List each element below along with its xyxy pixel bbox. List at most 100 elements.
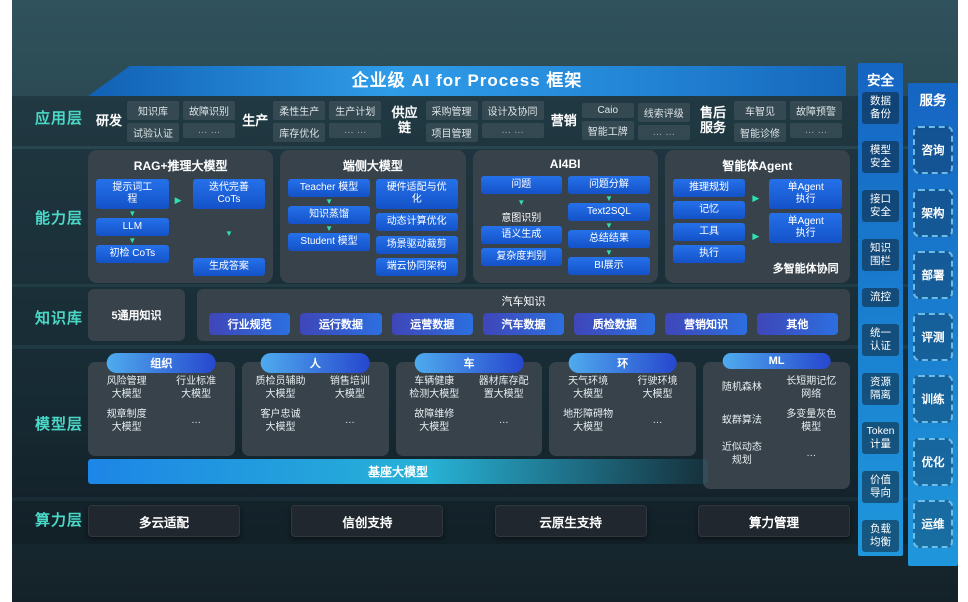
service-column: 服务 咨询 架构 部署 评测 训练 优化 运维	[908, 83, 958, 566]
base-model-bar: 基座大模型	[88, 459, 708, 484]
auto-knowledge-title: 汽车知识	[501, 296, 546, 308]
model-group-vehicle: 车 车辆健康 检测大模型 器材库存配 置大模型 故障维修 大模型 …	[395, 353, 543, 456]
app-cell-ellipsis: … …	[329, 122, 382, 138]
app-col: 设计及协同 … …	[481, 100, 544, 142]
layer-label-model: 模型层	[34, 416, 83, 433]
app-cell: 故障识别	[183, 100, 236, 120]
app-cell-ellipsis: … …	[481, 122, 544, 138]
knowledge-pill: 其他	[756, 313, 838, 335]
flow-column: 硬件适配与优 化 动态计算优化 场景驱动裁剪 端云协同架构	[375, 179, 458, 276]
app-col: 线索评级 … …	[637, 102, 690, 140]
model-item: 器材库存配 置大模型	[478, 376, 529, 400]
flow-box: 初检 CoTs	[96, 245, 169, 263]
knowledge-pill: 行业规范	[209, 313, 291, 335]
panel-title: AI4BI	[549, 157, 581, 171]
flow-box: 记忆	[672, 201, 746, 219]
model-item: 多变量灰色 模型	[786, 409, 837, 433]
flow-connector: ▶	[175, 179, 187, 276]
flow-box: Text2SQL	[568, 203, 650, 221]
app-group-name: 售后服务	[699, 105, 726, 135]
security-item: 负载 均衡	[862, 519, 899, 552]
app-cell-ellipsis: … …	[183, 122, 236, 138]
service-items: 咨询 架构 部署 评测 训练 优化 运维	[912, 112, 954, 562]
flow-box: Teacher 模型	[288, 179, 370, 197]
arrow-down-icon: ▼	[224, 229, 233, 238]
capability-panel-ai4bi: AI4BI 问题 ▼ 意图识别 语义生成 复杂度判别 问题分解 ▼ Text2S…	[472, 150, 658, 283]
model-item-ellipsis: …	[498, 415, 509, 427]
app-group-supply-chain: 供应链 采购管理 项目管理 设计及协同 … …	[389, 100, 544, 142]
capability-panel-rag: RAG+推理大模型 提示词工 程 ▼ LLM ▼ 初检 CoTs ▶ 迭代完善 …	[88, 150, 274, 283]
security-item: 流控	[862, 287, 899, 308]
security-item: 资源 隔离	[862, 372, 899, 406]
layer-label-application: 应用层	[34, 110, 83, 127]
app-group-name: 生产	[242, 112, 269, 128]
model-items: 随机森林 长短期记忆 网络 蚁群算法 多变量灰色 模型 近似动态 规划 …	[708, 376, 845, 467]
application-band: 研发 知识库 试验认证 故障识别 … … 生产 柔性生产	[88, 97, 850, 145]
flow-connector: ▶ ▶	[751, 179, 763, 276]
flow-box: 端云协同架构	[375, 257, 458, 276]
flow-box: 复杂度判别	[480, 248, 563, 266]
arrow-down-icon: ▼	[517, 198, 526, 207]
service-item: 优化	[913, 437, 953, 486]
model-group-pill: 环	[568, 353, 678, 373]
model-group-pill: 组织	[107, 353, 216, 373]
app-cell-ellipsis: … …	[637, 124, 690, 140]
app-col: 知识库 试验认证	[127, 100, 180, 142]
app-cell: 项目管理	[425, 122, 478, 142]
arrow-down-icon: ▼	[128, 209, 137, 218]
service-item: 部署	[913, 250, 953, 299]
capability-panel-agent: 智能体Agent 推理规划 记忆 工具 执行 ▶ ▶ 单Agent 执行 单Ag	[664, 150, 850, 283]
panel-body: 推理规划 记忆 工具 执行 ▶ ▶ 单Agent 执行 单Agent 执行 多智…	[672, 179, 842, 276]
app-group-rnd: 研发 知识库 试验认证 故障识别 … …	[96, 100, 236, 142]
model-item: 车辆健康 检测大模型	[409, 376, 460, 400]
flow-box: 知识蒸馏	[288, 206, 370, 224]
app-group-cells: 知识库 试验认证 故障识别 … …	[127, 100, 236, 142]
compute-item: 信创支持	[291, 505, 444, 537]
compute-item: 多云适配	[88, 505, 240, 537]
arrow-right-icon: ▶	[752, 193, 760, 203]
app-cell: 试验认证	[127, 122, 180, 142]
model-group-ml: ML 随机森林 长短期记忆 网络 蚁群算法 多变量灰色 模型 近似动态 规划 …	[703, 353, 850, 489]
app-cell: Caio	[581, 102, 634, 118]
model-item: 天气环境 大模型	[568, 376, 609, 400]
model-item: 行业标准 大模型	[176, 376, 217, 400]
app-col: 故障预警 … …	[789, 100, 842, 142]
security-title: 安全	[867, 73, 894, 88]
panel-body: 问题 ▼ 意图识别 语义生成 复杂度判别 问题分解 ▼ Text2SQL ▼ 总…	[480, 176, 650, 276]
layer-label-compute: 算力层	[34, 512, 83, 529]
model-item: 行驶环境 大模型	[637, 376, 678, 400]
layer-label-capability: 能力层	[34, 210, 83, 227]
model-item: 客户忠诚 大模型	[260, 409, 301, 433]
model-group-environment: 环 天气环境 大模型 行驶环境 大模型 地形障碍物 大模型 …	[549, 353, 697, 456]
security-item: 价值 导向	[862, 470, 899, 503]
app-group-production: 生产 柔性生产 库存优化 生产计划 … …	[242, 100, 382, 142]
service-item: 运维	[913, 499, 953, 548]
app-group-marketing: 营销 Caio 智能工牌 线索评级 … …	[551, 102, 690, 140]
app-cell: 故障预警	[789, 100, 842, 120]
flow-label: 意图识别	[501, 213, 542, 224]
model-item: 随机森林	[721, 382, 762, 394]
arrow-right-icon: ▶	[174, 195, 182, 205]
flow-box: 工具	[672, 223, 746, 241]
arrow-down-icon: ▼	[325, 197, 334, 206]
app-cell: 柔性生产	[273, 100, 326, 120]
model-items: 车辆健康 检测大模型 器材库存配 置大模型 故障维修 大模型 …	[401, 376, 538, 434]
app-col: 采购管理 项目管理	[425, 100, 478, 142]
app-cell: 生产计划	[329, 100, 382, 120]
compute-item: 云原生支持	[494, 505, 647, 537]
knowledge-pill: 汽车数据	[482, 313, 565, 335]
flow-box: 执行	[672, 245, 746, 263]
app-cell-ellipsis: … …	[789, 122, 842, 138]
application-row-band	[12, 96, 958, 146]
app-group-cells: Caio 智能工牌 线索评级 … …	[581, 102, 690, 140]
arrow-down-icon: ▼	[604, 194, 613, 203]
app-group-after-sales: 售后服务 车智见 智能诊修 故障预警 … …	[697, 100, 842, 142]
model-item: 近似动态 规划	[721, 442, 762, 466]
flow-box: 场景驱动裁剪	[375, 235, 458, 254]
layer-label-knowledge: 知识库	[34, 310, 83, 327]
knowledge-pill: 营销知识	[665, 313, 747, 335]
model-item: 故障维修 大模型	[414, 409, 455, 433]
service-item: 咨询	[913, 126, 953, 175]
model-item: 长短期记忆 网络	[786, 376, 837, 400]
